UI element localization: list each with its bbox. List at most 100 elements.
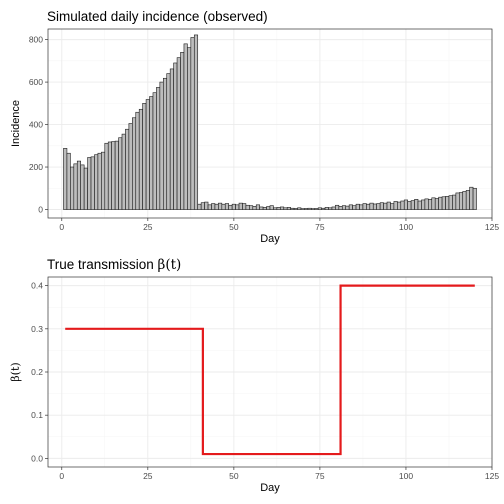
incidence-bar	[324, 207, 329, 210]
incidence-bar	[70, 166, 75, 210]
incidence-bar	[465, 190, 470, 210]
beta-step-line	[65, 284, 475, 456]
incidence-bar	[211, 203, 216, 210]
incidence-bar	[355, 203, 360, 210]
incidence-bar	[97, 152, 102, 210]
incidence-x-axis-ticks: 0 25 50 75 100 125	[59, 218, 499, 232]
transmission-y-tick-label: 0.3	[31, 324, 43, 334]
incidence-bar	[101, 151, 106, 210]
incidence-x-tick-label: 0	[59, 222, 64, 232]
incidence-bar	[421, 199, 426, 210]
incidence-bar	[159, 81, 164, 210]
incidence-bar	[80, 164, 85, 210]
transmission-minor-gridlines	[48, 277, 492, 467]
incidence-bar	[149, 96, 154, 210]
incidence-bar	[472, 187, 477, 210]
incidence-x-tick-label: 25	[143, 222, 153, 232]
incidence-bar	[273, 207, 278, 210]
incidence-bar	[135, 111, 140, 210]
incidence-bar	[176, 57, 181, 210]
incidence-bar	[359, 204, 364, 210]
transmission-title-symbol: β(t)	[158, 257, 182, 273]
incidence-x-axis-title: Day	[260, 233, 280, 245]
incidence-bar	[469, 186, 474, 210]
incidence-bar	[163, 77, 168, 210]
incidence-bar	[242, 203, 247, 210]
incidence-bar	[297, 207, 302, 210]
incidence-bar	[321, 207, 326, 210]
incidence-bar	[204, 201, 209, 210]
incidence-bar	[207, 204, 212, 210]
incidence-bar	[304, 208, 309, 210]
incidence-bar	[352, 205, 357, 210]
incidence-bar	[431, 197, 436, 210]
incidence-bar	[83, 167, 88, 210]
incidence-bar	[376, 203, 381, 210]
transmission-x-axis-ticks: 0 25 50 75 100 125	[59, 467, 499, 481]
incidence-bar	[455, 192, 460, 210]
incidence-bar	[445, 196, 450, 210]
incidence-bar	[459, 192, 464, 210]
transmission-y-tick-label: 0.1	[31, 410, 43, 420]
incidence-bar	[441, 196, 446, 210]
incidence-bar	[180, 52, 185, 210]
incidence-bar	[345, 205, 350, 210]
incidence-bar	[107, 141, 112, 210]
transmission-y-tick-label: 0.2	[31, 367, 43, 377]
incidence-bar	[142, 103, 147, 210]
incidence-bar	[362, 203, 367, 210]
incidence-bar	[187, 47, 192, 210]
incidence-bar	[335, 204, 340, 210]
incidence-bar	[63, 148, 68, 210]
incidence-y-tick-label: 600	[29, 77, 43, 87]
incidence-y-tick-label: 200	[29, 162, 43, 172]
incidence-bar	[300, 208, 305, 210]
incidence-bar	[266, 206, 271, 210]
incidence-bar	[114, 140, 119, 210]
incidence-bar	[193, 34, 199, 210]
incidence-bar	[94, 154, 99, 210]
incidence-bar	[400, 200, 405, 210]
transmission-x-tick-label: 100	[399, 471, 413, 481]
incidence-bar	[104, 142, 109, 210]
incidence-bar	[214, 203, 219, 210]
incidence-bar	[152, 92, 157, 210]
incidence-bar	[369, 202, 374, 210]
incidence-bar	[438, 196, 443, 210]
incidence-bar	[372, 203, 377, 210]
incidence-bar	[218, 202, 223, 210]
incidence-bar	[269, 205, 274, 210]
incidence-bar	[331, 206, 336, 210]
incidence-bar	[338, 206, 343, 210]
incidence-bar	[138, 108, 143, 210]
incidence-bar	[238, 202, 243, 210]
incidence-bar	[169, 68, 174, 210]
incidence-bar	[448, 195, 453, 210]
incidence-bars	[63, 34, 477, 210]
incidence-bar	[434, 198, 439, 210]
incidence-bar	[252, 206, 257, 210]
incidence-bar	[259, 206, 264, 210]
transmission-x-tick-label: 75	[315, 471, 325, 481]
incidence-bar	[166, 73, 171, 210]
incidence-bar	[224, 203, 229, 210]
incidence-bar	[87, 157, 92, 210]
incidence-x-tick-label: 100	[399, 222, 413, 232]
incidence-bar	[393, 201, 398, 210]
incidence-bar	[221, 203, 226, 210]
transmission-chart: True transmission β(t) 0 25 50 75 100 125 0.0…	[9, 257, 499, 494]
incidence-bar	[200, 202, 205, 210]
transmission-x-tick-label: 125	[485, 471, 499, 481]
incidence-x-tick-label: 50	[229, 222, 239, 232]
incidence-bar	[414, 199, 419, 210]
incidence-bar	[183, 43, 188, 210]
incidence-bar	[66, 152, 71, 210]
incidence-bar	[452, 194, 457, 210]
incidence-bar	[118, 137, 123, 210]
incidence-bar	[383, 202, 388, 210]
incidence-bar	[249, 205, 254, 210]
incidence-bar	[245, 204, 250, 210]
incidence-bar	[293, 208, 298, 210]
incidence-bar	[111, 141, 116, 210]
